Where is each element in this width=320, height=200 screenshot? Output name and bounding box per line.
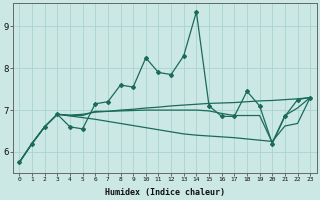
- X-axis label: Humidex (Indice chaleur): Humidex (Indice chaleur): [105, 188, 225, 197]
